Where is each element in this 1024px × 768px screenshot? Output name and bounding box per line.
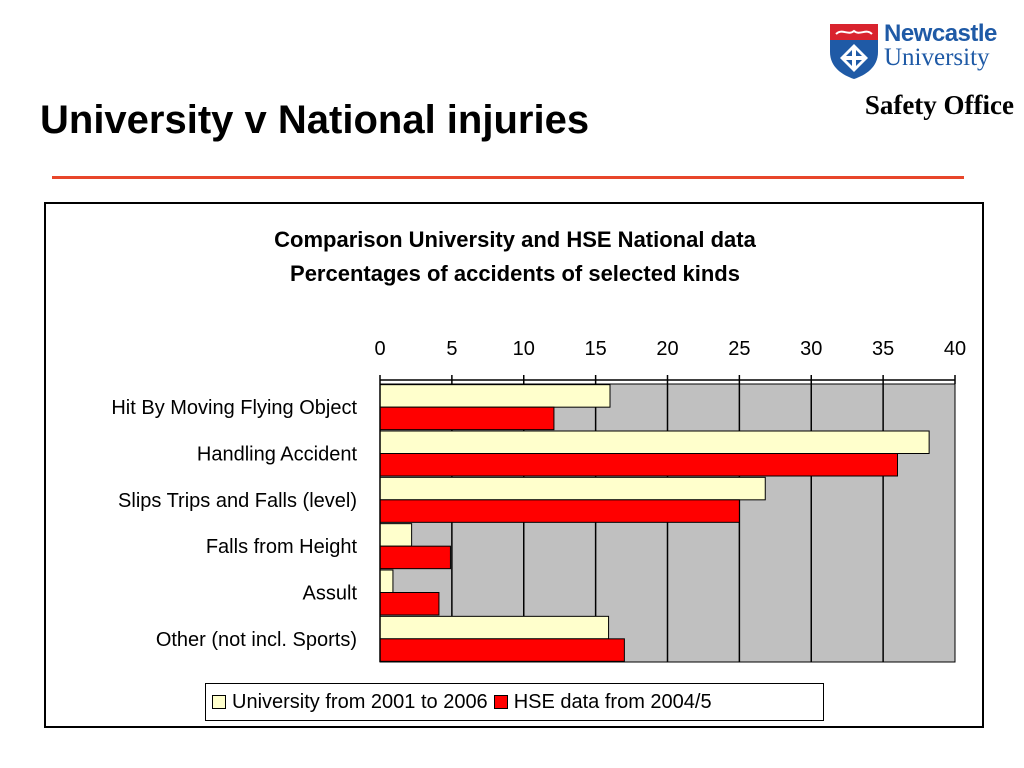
slide-title: University v National injuries (40, 98, 590, 142)
x-tick-label: 0 (374, 338, 385, 360)
bar-university (379, 476, 766, 501)
bar-university (379, 430, 930, 454)
x-tick-label: 20 (656, 338, 678, 360)
category-label: Slips Trips and Falls (level) (118, 490, 357, 512)
title-divider (52, 176, 964, 179)
logo-name: Newcastle (884, 20, 997, 47)
legend-label-university: University from 2001 to 2006 (232, 690, 488, 713)
category-label: Assult (303, 583, 358, 605)
x-tick-label: 40 (944, 338, 966, 360)
shield-icon (830, 24, 878, 79)
x-tick-label: 25 (728, 338, 750, 360)
logo-subtitle: University (884, 44, 990, 71)
x-tick-label: 30 (800, 338, 822, 360)
bar-hse (379, 406, 555, 431)
bar-hse (379, 592, 440, 616)
bar-hse (379, 453, 898, 477)
x-tick-label: 15 (585, 338, 607, 360)
x-tick-label: 35 (872, 338, 894, 360)
bar-university (379, 569, 394, 593)
bar-hse (379, 545, 451, 570)
bar-university (379, 523, 413, 547)
legend-item-university: University from 2001 to 2006 (212, 691, 488, 714)
bar-university (379, 615, 610, 640)
legend-swatch-hse (493, 695, 508, 709)
newcastle-university-logo: Newcastle University (828, 20, 1014, 82)
chart-subtitle: Percentages of accidents of selected kin… (290, 261, 740, 286)
bar-university (379, 384, 611, 408)
category-label: Falls from Height (206, 536, 358, 558)
legend-item-hse: HSE data from 2004/5 (493, 690, 712, 714)
legend-swatch-university (212, 695, 226, 709)
plot-area: 0 5 10 15 20 25 30 35 40 Hit By Moving Flying Obj… (111, 338, 966, 663)
bar-hse (379, 638, 625, 662)
x-tick-label: 10 (513, 338, 535, 360)
category-label: Hit By Moving Flying Object (111, 397, 357, 419)
chart-title: Comparison University and HSE National d… (274, 227, 756, 252)
safety-office-label: Safety Office (864, 90, 1014, 120)
category-label: Handling Accident (197, 444, 358, 466)
legend-label-hse: HSE data from 2004/5 (513, 690, 712, 713)
bar-hse (379, 499, 740, 523)
x-tick-label: 5 (446, 338, 457, 360)
category-label: Other (not incl. Sports) (156, 629, 357, 651)
chart-legend: University from 2001 to 2006 HSE data fr… (205, 683, 824, 721)
